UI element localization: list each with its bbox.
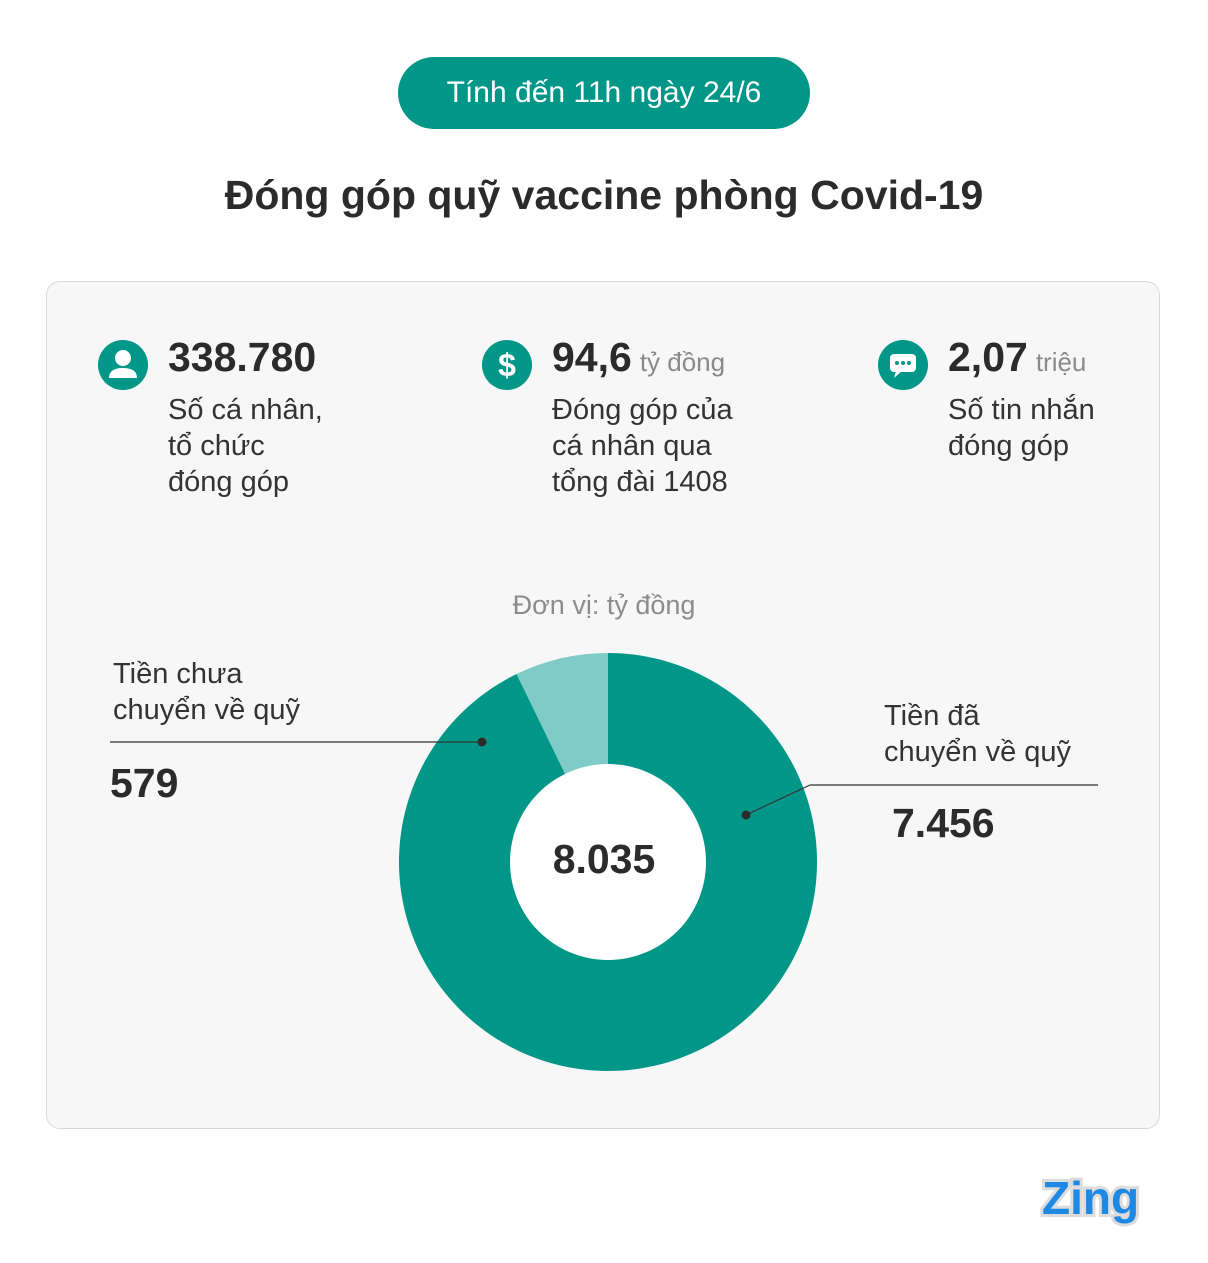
chart-total: 8.035 bbox=[552, 836, 656, 882]
stat-unit: tỷ đồng bbox=[639, 347, 726, 377]
stat-desc: Số cá nhân, tổ chức đóng góp bbox=[168, 394, 323, 498]
slice-value-transferred: 7.456 bbox=[892, 800, 995, 846]
person-icon bbox=[98, 340, 148, 390]
date-label: Tính đến 11h ngày 24/6 bbox=[446, 76, 762, 109]
stat-value: 94,6 tỷ đồng bbox=[552, 334, 726, 380]
zing-logo: Zing Zing bbox=[1040, 1169, 1142, 1227]
stat-desc: Số tin nhắn đóng góp bbox=[948, 394, 1095, 462]
page-title: Đóng góp quỹ vaccine phòng Covid-19 bbox=[224, 172, 984, 218]
slice-value-pending: 579 bbox=[110, 760, 179, 806]
message-icon bbox=[878, 340, 928, 390]
logo-text: Zing bbox=[1042, 1172, 1139, 1224]
dollar-icon: $ bbox=[482, 340, 532, 390]
stat-value: 338.780 bbox=[168, 334, 317, 380]
leader-line-transferred bbox=[745, 784, 811, 816]
slice-label-transferred: Tiền đã chuyển về quỹ bbox=[884, 700, 1072, 768]
date-badge: Tính đến 11h ngày 24/6 bbox=[398, 57, 810, 129]
leader-dot-pending bbox=[477, 737, 487, 747]
svg-text:$: $ bbox=[498, 347, 516, 383]
stat-desc: Đóng góp của cá nhân qua tổng đài 1408 bbox=[552, 394, 733, 498]
stat-unit: triệu bbox=[1035, 347, 1087, 377]
svg-text:Zing: Zing bbox=[1042, 1172, 1139, 1224]
slice-label-pending: Tiền chưa chuyển về quỹ bbox=[113, 658, 301, 726]
chart-unit-label: Đơn vị: tỷ đồng bbox=[512, 590, 696, 620]
leader-dot-transferred bbox=[741, 810, 751, 820]
donut-hole bbox=[510, 764, 706, 960]
stat-value: 2,07 triệu bbox=[948, 334, 1087, 380]
